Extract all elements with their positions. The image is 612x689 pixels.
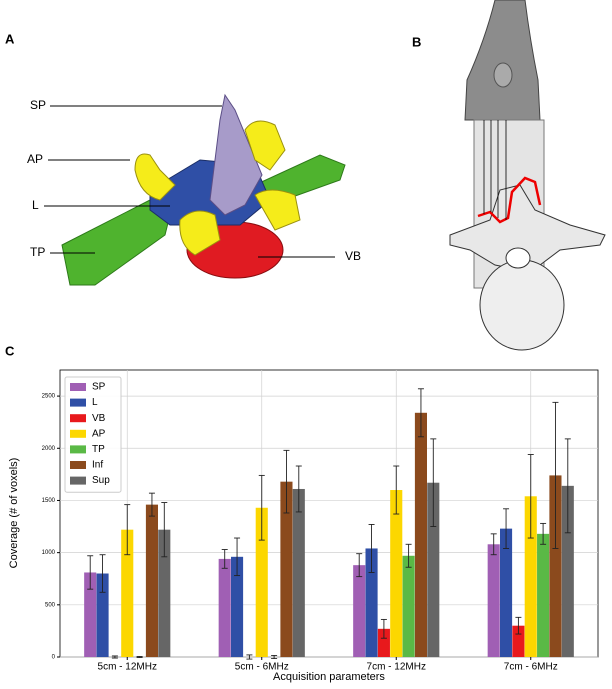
vertebra-model: [61, 93, 346, 286]
y-tick-label: 2000: [42, 446, 56, 452]
error-bar: [111, 655, 118, 659]
bar: [377, 628, 390, 657]
error-bar: [148, 492, 155, 517]
y-tick-label: 0: [52, 655, 56, 661]
legend-swatch: [70, 383, 86, 391]
annotation: TP: [30, 245, 45, 259]
error-bar: [258, 474, 265, 541]
legend-label: AP: [92, 428, 106, 439]
annotation: VB: [345, 249, 361, 263]
annotation: L: [32, 198, 39, 212]
error-bar: [136, 656, 143, 658]
error-bar: [161, 502, 168, 558]
bar: [402, 555, 415, 657]
error-bar: [527, 454, 534, 539]
bar: [353, 565, 366, 657]
panel-label: A: [5, 31, 15, 46]
error-bar: [246, 654, 253, 660]
bar: [487, 544, 500, 657]
bar: [390, 490, 403, 657]
panel-label: B: [412, 34, 421, 49]
error-bar: [234, 537, 241, 577]
error-bar: [430, 438, 437, 527]
annotation: SP: [30, 98, 46, 112]
bar: [280, 481, 293, 657]
error-bar: [417, 388, 424, 438]
y-axis-label: Coverage (# of voxels): [8, 458, 20, 569]
error-bar: [124, 504, 131, 556]
bar: [524, 496, 537, 657]
bar: [96, 573, 109, 657]
bar: [218, 558, 231, 657]
bar: [255, 507, 268, 657]
error-bar: [405, 543, 412, 568]
panel-label: C: [5, 343, 15, 358]
bar: [537, 533, 550, 657]
x-tick-label: 5cm - 12MHz: [98, 662, 157, 673]
error-bar: [490, 533, 497, 556]
error-bar: [283, 449, 290, 514]
bar: [414, 412, 427, 657]
x-tick-label: 7cm - 12MHz: [367, 662, 426, 673]
legend-label: Sup: [92, 475, 110, 486]
legend-swatch: [70, 461, 86, 469]
y-tick-label: 1500: [42, 498, 56, 504]
bar: [549, 475, 562, 657]
bar: [231, 556, 244, 657]
bar: [121, 529, 134, 657]
bar: [500, 528, 513, 657]
error-bar: [564, 438, 571, 534]
error-bar: [380, 618, 387, 639]
error-bar: [356, 553, 363, 578]
x-tick-label: 7cm - 6MHz: [504, 662, 558, 673]
error-bar: [515, 616, 522, 635]
plot-area: [59, 369, 599, 658]
y-tick-label: 2500: [42, 394, 56, 400]
legend-swatch: [70, 398, 86, 407]
error-bar: [221, 549, 228, 569]
bar: [365, 548, 378, 657]
legend-label: Inf: [92, 460, 103, 471]
legend-swatch: [70, 429, 86, 438]
annotation-lines: [44, 105, 335, 258]
bar: [292, 488, 305, 657]
error-bar: [87, 555, 94, 590]
error-bar: [503, 508, 510, 549]
legend-swatch: [70, 445, 86, 454]
bar: [512, 625, 525, 657]
error-bar: [552, 401, 559, 549]
error-bar: [99, 554, 106, 593]
legend-swatch: [70, 414, 86, 423]
annotation: AP: [27, 152, 43, 166]
bar: [427, 482, 440, 657]
error-bar: [295, 465, 302, 513]
y-tick-label: 500: [45, 602, 56, 608]
bar: [561, 485, 574, 657]
x-axis-label: Acquisition parameters: [273, 671, 385, 683]
legend-label: L: [92, 397, 98, 408]
bar: [158, 529, 171, 657]
error-bar: [271, 654, 278, 660]
y-tick-label: 1000: [42, 550, 56, 556]
legend-label: SP: [92, 382, 106, 393]
bar: [84, 572, 97, 657]
error-bar: [368, 524, 375, 573]
legend-swatch: [70, 476, 86, 485]
error-bar: [540, 522, 547, 545]
x-tick-label: 5cm - 6MHz: [235, 662, 289, 673]
error-bar: [393, 465, 400, 515]
bar: [145, 504, 158, 657]
legend-label: VB: [92, 413, 106, 424]
ultrasound-illustration: [449, 0, 606, 351]
legend-label: TP: [92, 444, 105, 455]
